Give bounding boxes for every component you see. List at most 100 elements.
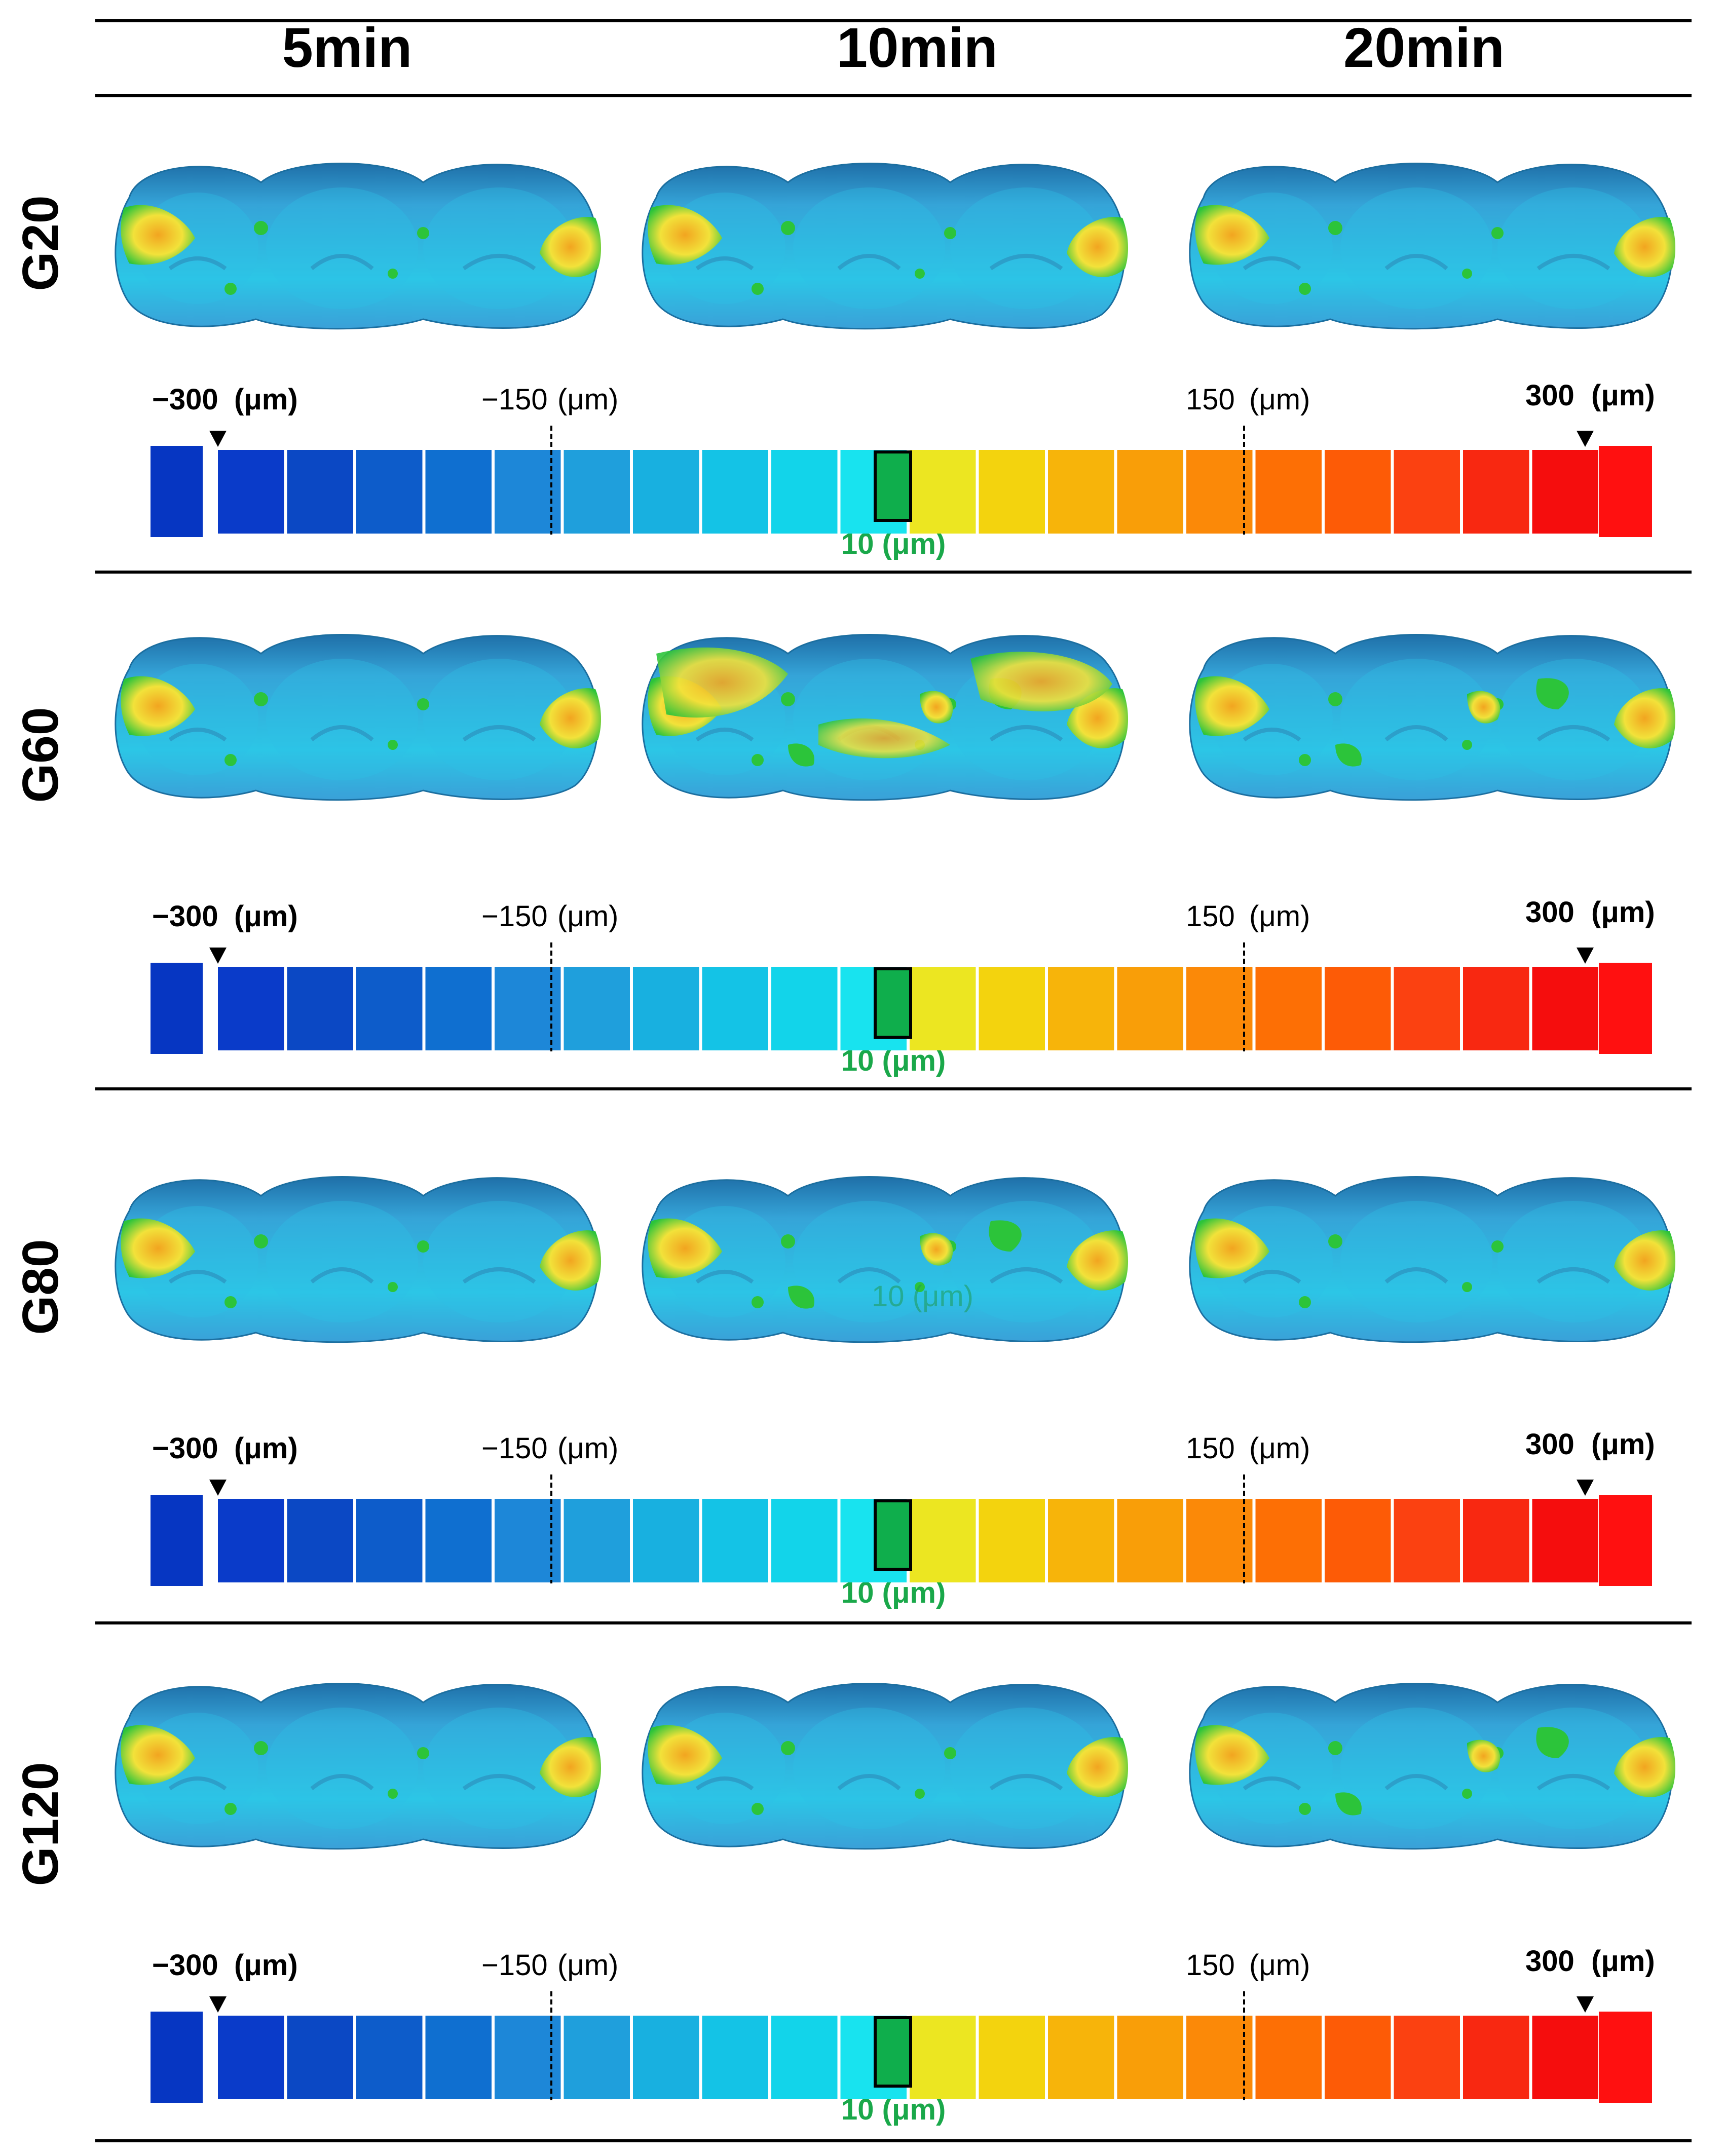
- scale-segment: [910, 1499, 976, 1582]
- tooth-svg-0-0: [115, 163, 602, 330]
- scale-segment: [564, 1499, 630, 1582]
- scale-out-low-swatch: [151, 446, 203, 537]
- tooth-svg-0-1: [642, 163, 1129, 330]
- scale-pos-mid-unit: (μm): [1249, 383, 1310, 416]
- scale-center-swatch: [874, 1499, 912, 1571]
- scale-pos-mid-label: 150: [1186, 1949, 1235, 1982]
- scale-min-marker: [209, 948, 227, 964]
- scale-bar: [151, 1991, 1652, 2103]
- scale-min-unit: (μm): [234, 1949, 298, 1982]
- scale-max-label: 300: [1525, 896, 1574, 929]
- scale-neg-mid-label: −150: [481, 900, 548, 933]
- scale-bar: [151, 942, 1652, 1054]
- scale-pos-mid-label: 150: [1186, 900, 1235, 933]
- scale-center-swatch: [874, 967, 912, 1039]
- scale-max-label: 300: [1525, 1945, 1574, 1978]
- scale-center-label: 10 (μm): [841, 2093, 946, 2126]
- scale-segment: [564, 2016, 630, 2099]
- scale-bar: [151, 1474, 1652, 1586]
- scale-segment: [702, 1499, 768, 1582]
- row-label-g20: G20: [12, 195, 69, 291]
- scale-max-unit: (μm): [1591, 379, 1655, 412]
- scale-neg-mid-unit: (μm): [557, 900, 619, 933]
- scale-segment: [356, 450, 423, 534]
- scale-min-label: −300: [152, 383, 218, 416]
- scale-segment: [702, 967, 768, 1050]
- tooth-image-g80-20min: [1183, 1165, 1680, 1350]
- scale-segment: [1186, 1499, 1253, 1582]
- scale-segment: [356, 967, 423, 1050]
- scale-max-marker: [1577, 431, 1594, 447]
- row-label-g120: G120: [12, 1762, 69, 1886]
- color-scale-g120: −300 (μm) −150 (μm) 150 (μm) 300 (μm) 10 (μm): [0, 1947, 1725, 2143]
- scale-segment: [1117, 2016, 1183, 2099]
- scale-min-marker: [209, 431, 227, 447]
- scale-pos-mid-label: 150: [1186, 383, 1235, 416]
- scale-pos-mid-unit: (μm): [1249, 900, 1310, 933]
- scale-segment: [495, 2016, 561, 2099]
- scale-segment: [979, 2016, 1045, 2099]
- scale-segment: [1394, 2016, 1460, 2099]
- scale-segment: [633, 967, 699, 1050]
- scale-min-unit: (μm): [234, 900, 298, 933]
- scale-segment: [1394, 967, 1460, 1050]
- scale-segment: [425, 450, 492, 534]
- scale-out-low-swatch: [151, 963, 203, 1054]
- scale-max-unit: (μm): [1591, 896, 1655, 929]
- scale-out-high-swatch: [1599, 446, 1652, 537]
- scale-segment: [287, 2016, 353, 2099]
- scale-max-label: 300: [1525, 1428, 1574, 1461]
- top-rule: [95, 19, 1692, 22]
- color-scale-g80: −300 (μm) −150 (μm) 150 (μm) 300 (μm) 10 (μm): [0, 1430, 1725, 1627]
- scale-segment: [495, 1499, 561, 1582]
- scale-max-unit: (μm): [1591, 1428, 1655, 1461]
- scale-segment: [495, 450, 561, 534]
- scale-segment: [979, 450, 1045, 534]
- scale-pos-mid-label: 150: [1186, 1432, 1235, 1465]
- scale-neg-mid-label: −150: [481, 1432, 548, 1465]
- tooth-image-g20-20min: [1183, 152, 1680, 337]
- scale-out-high-swatch: [1599, 2012, 1652, 2103]
- scale-segment: [1117, 450, 1183, 534]
- scale-segment: [979, 967, 1045, 1050]
- tooth-image-g60-10min: [636, 623, 1133, 808]
- color-scale-g20: −300 (μm) −150 (μm) 150 (μm) 300 (μm) 10 (μm): [0, 381, 1725, 578]
- scale-segment: [1117, 967, 1183, 1050]
- tooth-svg-0-2: [1189, 163, 1676, 330]
- header-rule: [95, 94, 1692, 97]
- tooth-svg-3-1: [642, 1683, 1129, 1850]
- scale-center-label: 10 (μm): [841, 1044, 946, 1077]
- scale-min-label: −300: [152, 1949, 218, 1982]
- scale-max-marker: [1577, 1480, 1594, 1496]
- scale-segment: [218, 967, 284, 1050]
- scale-segment: [910, 2016, 976, 2099]
- scale-min-label: −300: [152, 1432, 218, 1465]
- tooth-image-g60-20min: [1183, 623, 1680, 808]
- scale-segment: [1463, 450, 1529, 534]
- scale-out-high-swatch: [1599, 963, 1652, 1054]
- scale-bar: [151, 426, 1652, 537]
- scale-neg-mid-unit: (μm): [557, 383, 619, 416]
- scale-segment: [287, 1499, 353, 1582]
- tooth-image-g120-20min: [1183, 1672, 1680, 1857]
- scale-segment: [564, 450, 630, 534]
- scale-min-unit: (μm): [234, 1432, 298, 1465]
- scale-center-label: 10 (μm): [841, 1576, 946, 1609]
- scale-center-label: 10 (μm): [841, 527, 946, 560]
- scale-segment: [633, 1499, 699, 1582]
- scale-segment: [702, 450, 768, 534]
- tooth-image-g80-5min: [109, 1165, 606, 1350]
- scale-segment: [1325, 450, 1391, 534]
- scale-segment: [425, 1499, 492, 1582]
- scale-segment: [1532, 1499, 1598, 1582]
- scale-segment: [771, 967, 838, 1050]
- scale-max-unit: (μm): [1591, 1945, 1655, 1978]
- scale-segment: [425, 967, 492, 1050]
- tooth-image-g120-10min: [636, 1672, 1133, 1857]
- divider-g20-g60: [95, 571, 1692, 574]
- scale-segment: [1463, 2016, 1529, 2099]
- scale-out-low-swatch: [151, 2012, 203, 2103]
- tooth-svg-2-1: [642, 1176, 1129, 1343]
- scale-segment: [1186, 450, 1253, 534]
- scale-segment: [1532, 2016, 1598, 2099]
